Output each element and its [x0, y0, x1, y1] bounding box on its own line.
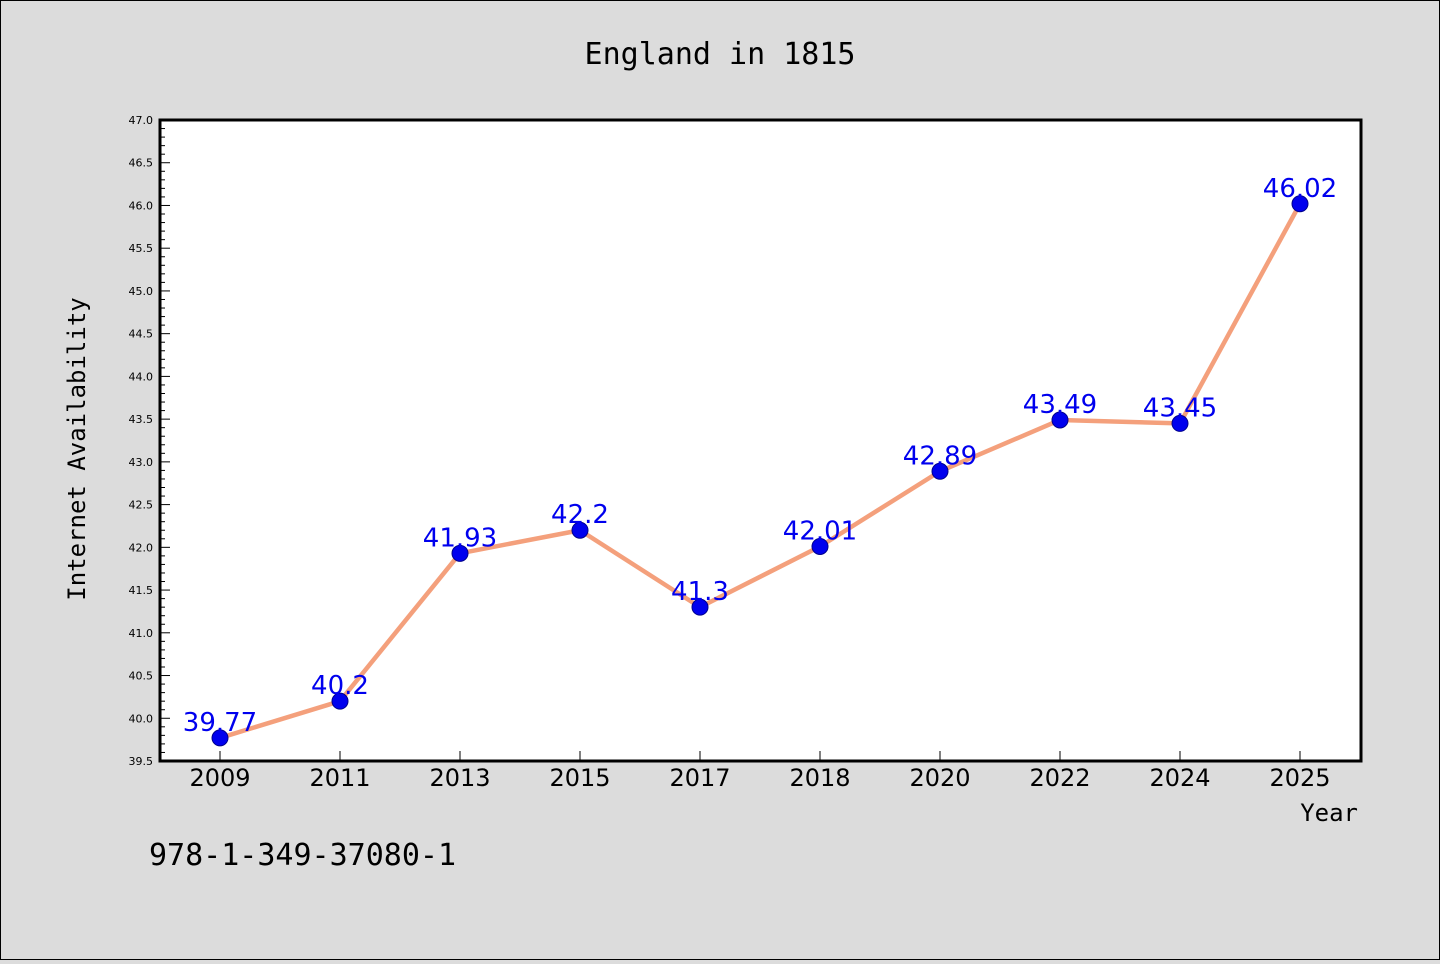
data-point	[211, 729, 229, 747]
x-tick-label: 2017	[669, 764, 730, 792]
y-tick-label: 42.5	[129, 499, 154, 512]
y-tick-label: 43.5	[129, 413, 154, 426]
y-tick-label: 41.5	[129, 584, 154, 597]
y-tick-label: 46.5	[129, 157, 154, 170]
data-label: 39.77	[183, 708, 257, 738]
isbn-text: 978-1-349-37080-1	[149, 838, 456, 873]
y-tick-label: 42.0	[129, 541, 154, 554]
x-tick-label: 2011	[309, 764, 370, 792]
data-point	[931, 462, 949, 480]
data-label: 42.2	[551, 500, 609, 530]
x-tick-label: 2015	[549, 764, 610, 792]
y-tick-label: 45.0	[129, 285, 154, 298]
data-label: 41.93	[423, 523, 497, 553]
y-tick-label: 46.0	[129, 199, 154, 212]
chart-title: England in 1815	[585, 37, 856, 72]
y-tick-label: 40.5	[129, 670, 154, 683]
x-tick-label: 2020	[909, 764, 970, 792]
data-point	[811, 537, 829, 555]
y-tick-label: 47.0	[129, 114, 154, 127]
x-tick-label: 2025	[1269, 764, 1330, 792]
y-tick-label: 45.5	[129, 242, 154, 255]
y-tick-label: 41.0	[129, 627, 154, 640]
data-label: 43.45	[1143, 393, 1217, 423]
data-series: 39.77 40.2 41.93 42.2 41.3 42.01 42.89 43.49 43.…	[183, 174, 1337, 747]
x-tick-label: 2009	[189, 764, 250, 792]
data-point	[451, 544, 469, 562]
y-axis-label: Internet Availability	[63, 297, 91, 600]
x-tick-label: 2022	[1029, 764, 1090, 792]
plot-area	[158, 118, 1363, 763]
data-label: 42.89	[903, 441, 977, 471]
x-tick-label: 2013	[429, 764, 490, 792]
data-point	[1171, 414, 1189, 432]
x-tick-label: 2018	[789, 764, 850, 792]
x-axis-label: Year	[1300, 799, 1358, 827]
data-label: 40.2	[311, 671, 369, 701]
data-point	[331, 692, 349, 710]
data-label: 41.3	[671, 577, 729, 607]
data-label: 42.01	[783, 516, 857, 546]
y-tick-label: 44.5	[129, 328, 154, 341]
series-line	[219, 202, 1302, 741]
x-tick-label: 2024	[1149, 764, 1210, 792]
data-label: 43.49	[1023, 390, 1097, 420]
data-label: 46.02	[1263, 174, 1337, 204]
data-point	[691, 598, 709, 616]
data-point	[1051, 411, 1069, 429]
y-tick-label: 44.0	[129, 370, 154, 383]
x-axis: 2009 2011 2013 2015 2017 2018 2020 2022 2024 2025	[189, 751, 1331, 792]
y-tick-label: 39.5	[129, 755, 154, 768]
y-axis: 39.5 40.0 40.5 41.0 41.5 42.0 42.5 43.0 43.5 44.0…	[129, 114, 170, 768]
data-point	[1291, 195, 1309, 213]
y-tick-label: 40.0	[129, 712, 154, 725]
y-tick-label: 43.0	[129, 456, 154, 469]
data-point	[571, 521, 589, 539]
